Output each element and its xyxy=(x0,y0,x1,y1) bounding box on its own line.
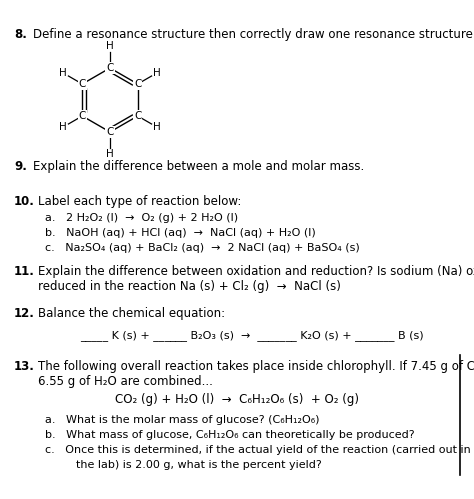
Text: H: H xyxy=(59,68,67,78)
Text: C: C xyxy=(106,127,114,137)
Text: 6.55 g of H₂O are combined...: 6.55 g of H₂O are combined... xyxy=(38,375,213,388)
Text: H: H xyxy=(106,149,114,159)
Text: b.   What mass of glucose, C₆H₁₂O₆ can theoretically be produced?: b. What mass of glucose, C₆H₁₂O₆ can the… xyxy=(45,430,415,440)
Text: a.   What is the molar mass of glucose? (C₆H₁₂O₆): a. What is the molar mass of glucose? (C… xyxy=(45,415,319,425)
Text: H: H xyxy=(153,68,161,78)
Text: H: H xyxy=(59,122,67,132)
Text: b.   NaOH (aq) + HCl (aq)  →  NaCl (aq) + H₂O (l): b. NaOH (aq) + HCl (aq) → NaCl (aq) + H₂… xyxy=(45,228,316,238)
Text: 9.: 9. xyxy=(14,160,27,173)
Text: H: H xyxy=(106,41,114,51)
Text: H: H xyxy=(153,122,161,132)
Text: C: C xyxy=(79,111,86,121)
Text: CO₂ (g) + H₂O (l)  →  C₆H₁₂O₆ (s)  + O₂ (g): CO₂ (g) + H₂O (l) → C₆H₁₂O₆ (s) + O₂ (g) xyxy=(115,393,359,406)
Text: 12.: 12. xyxy=(14,307,35,320)
Text: Explain the difference between oxidation and reduction? Is sodium (Na) oxidized : Explain the difference between oxidation… xyxy=(38,265,474,278)
Text: c.   Once this is determined, if the actual yield of the reaction (carried out i: c. Once this is determined, if the actua… xyxy=(45,445,471,455)
Text: Label each type of reaction below:: Label each type of reaction below: xyxy=(38,195,241,208)
Text: C: C xyxy=(134,111,141,121)
Text: C: C xyxy=(79,79,86,89)
Text: 8.: 8. xyxy=(14,28,27,41)
Text: Define a resonance structure then correctly draw one resonance structure of C₆H₆: Define a resonance structure then correc… xyxy=(33,28,474,41)
Text: Explain the difference between a mole and molar mass.: Explain the difference between a mole an… xyxy=(33,160,364,173)
Text: The following overall reaction takes place inside chlorophyll. If 7.45 g of CO₂ : The following overall reaction takes pla… xyxy=(38,360,474,373)
Text: 11.: 11. xyxy=(14,265,35,278)
Text: reduced in the reaction Na (s) + Cl₂ (g)  →  NaCl (s): reduced in the reaction Na (s) + Cl₂ (g)… xyxy=(38,280,341,293)
Text: C: C xyxy=(106,63,114,73)
Text: 13.: 13. xyxy=(14,360,35,373)
Text: _____ K (s) + ______ B₂O₃ (s)  →  _______ K₂O (s) + _______ B (s): _____ K (s) + ______ B₂O₃ (s) → _______ … xyxy=(80,330,424,341)
Text: C: C xyxy=(134,79,141,89)
Text: a.   2 H₂O₂ (l)  →  O₂ (g) + 2 H₂O (l): a. 2 H₂O₂ (l) → O₂ (g) + 2 H₂O (l) xyxy=(45,213,238,223)
Text: Balance the chemical equation:: Balance the chemical equation: xyxy=(38,307,225,320)
Text: c.   Na₂SO₄ (aq) + BaCl₂ (aq)  →  2 NaCl (aq) + BaSO₄ (s): c. Na₂SO₄ (aq) + BaCl₂ (aq) → 2 NaCl (aq… xyxy=(45,243,360,253)
Text: 10.: 10. xyxy=(14,195,35,208)
Text: the lab) is 2.00 g, what is the percent yield?: the lab) is 2.00 g, what is the percent … xyxy=(55,460,322,470)
